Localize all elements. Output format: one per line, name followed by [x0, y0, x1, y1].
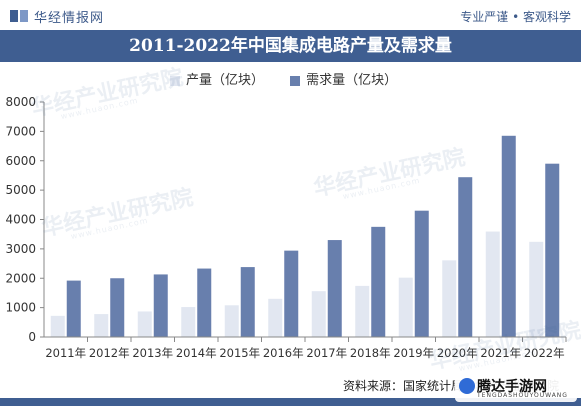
bar-demand	[66, 280, 81, 337]
x-tick-label: 2022年	[524, 346, 565, 360]
bar-production	[485, 231, 500, 337]
bar-demand	[284, 250, 299, 337]
y-tick-label: 0	[28, 330, 36, 344]
y-tick-label: 4000	[5, 213, 36, 227]
bar-demand	[501, 135, 516, 337]
bar-demand	[197, 268, 212, 337]
top-bar: 华经情报网 专业严谨 • 客观科学	[0, 0, 581, 30]
bar-production	[50, 315, 65, 337]
x-tick-label: 2014年	[176, 346, 217, 360]
title-bar: 2011-2022年中国集成电路产量及需求量	[0, 30, 581, 62]
y-tick-label: 8000	[5, 95, 36, 109]
brand-logo-icon	[10, 10, 28, 22]
chart-title: 2011-2022年中国集成电路产量及需求量	[129, 36, 452, 56]
bar-production	[268, 298, 283, 337]
x-tick-label: 2020年	[437, 346, 478, 360]
y-tick-label: 1000	[5, 301, 36, 315]
x-tick-label: 2019年	[393, 346, 434, 360]
y-tick-label: 7000	[5, 124, 36, 138]
bar-production	[137, 311, 152, 337]
bar-production	[94, 314, 109, 337]
x-tick-label: 2017年	[306, 346, 347, 360]
brand-name: 华经情报网	[34, 11, 105, 26]
bar-demand	[110, 278, 125, 337]
bar-production	[398, 277, 413, 337]
x-tick-label: 2018年	[350, 346, 391, 360]
site-badge-icon	[459, 378, 475, 394]
bar-demand	[153, 274, 168, 337]
bar-demand	[458, 177, 473, 337]
bar-demand	[371, 226, 386, 337]
site-badge-label: 腾达手游网	[477, 379, 547, 395]
bar-demand	[414, 210, 429, 337]
bar-demand	[545, 163, 560, 337]
brand-slogan: 专业严谨 • 客观科学	[460, 10, 571, 24]
chart-legend: 产量（亿块） 需求量（亿块）	[170, 69, 419, 88]
x-tick-label: 2012年	[89, 346, 130, 360]
site-badge[interactable]: 腾达手游网 TENGDASHOUYOUWANG	[455, 372, 577, 402]
x-tick-label: 2011年	[45, 346, 86, 360]
y-tick-label: 2000	[5, 271, 36, 285]
bar-production	[529, 241, 544, 337]
legend-label-demand: 需求量（亿块）	[306, 73, 398, 88]
x-tick-label: 2016年	[263, 346, 304, 360]
x-tick-label: 2013年	[132, 346, 173, 360]
legend-label-production: 产量（亿块）	[186, 73, 265, 88]
bar-production	[181, 307, 196, 337]
bar-production	[355, 285, 370, 337]
bar-production	[311, 291, 326, 337]
x-tick-label: 2021年	[480, 346, 521, 360]
site-badge-sub: TENGDASHOUYOUWANG	[477, 392, 568, 399]
bar-demand	[240, 267, 255, 337]
legend-item-demand: 需求量（亿块）	[290, 69, 397, 88]
legend-swatch-demand	[290, 75, 301, 86]
bar-demand	[327, 240, 342, 337]
bottom-rule	[0, 398, 581, 406]
y-tick-label: 3000	[5, 242, 36, 256]
y-tick-label: 5000	[5, 183, 36, 197]
bar-production	[224, 305, 239, 337]
y-tick-label: 6000	[5, 154, 36, 168]
legend-swatch-production	[170, 75, 180, 86]
legend-item-production: 产量（亿块）	[170, 69, 264, 88]
x-tick-label: 2015年	[219, 346, 260, 360]
bar-production	[442, 260, 457, 337]
